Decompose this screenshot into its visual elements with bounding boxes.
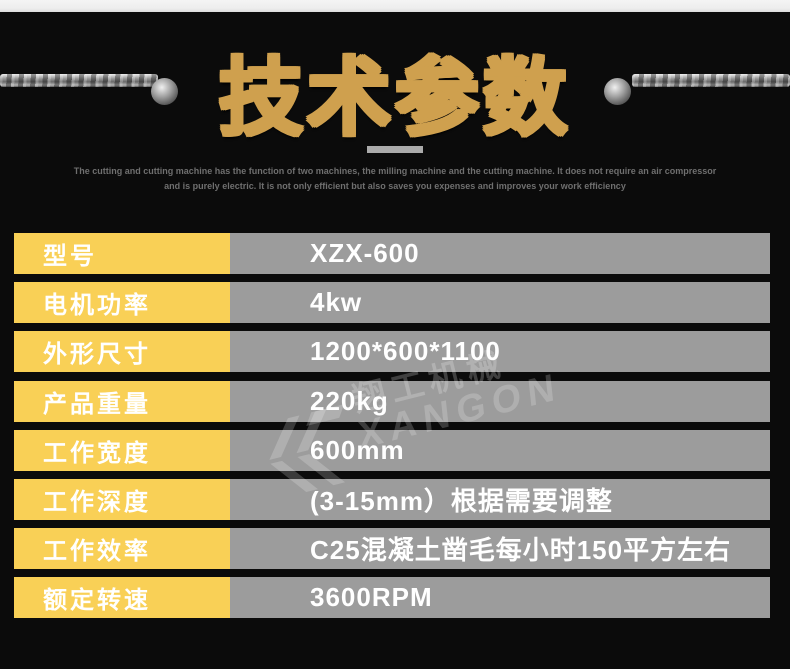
row-value: XZX-600 <box>230 233 770 274</box>
row-value: C25混凝土凿毛每小时150平方左右 <box>230 528 770 570</box>
row-label: 产品重量 <box>14 380 230 422</box>
row-label: 工作效率 <box>14 528 230 570</box>
table-row: 产品重量 220kg <box>14 380 770 422</box>
title-divider <box>367 146 423 153</box>
row-label: 型号 <box>14 233 230 274</box>
row-label: 电机功率 <box>14 282 230 324</box>
table-row: 额定转速 3600RPM <box>14 577 770 619</box>
row-label: 外形尺寸 <box>14 331 230 373</box>
row-label: 工作深度 <box>14 478 230 520</box>
description-line-1: The cutting and cutting machine has the … <box>73 166 717 176</box>
row-label: 额定转速 <box>14 577 230 619</box>
table-row: 型号 XZX-600 <box>14 233 770 274</box>
row-label: 工作宽度 <box>14 429 230 471</box>
row-value: 600mm <box>230 429 770 471</box>
description: The cutting and cutting machine has the … <box>0 164 790 194</box>
table-row: 外形尺寸 1200*600*1100 <box>14 331 770 373</box>
pipe-ornament-left-icon <box>0 74 158 87</box>
table-row: 工作深度 (3-15mm）根据需要调整 <box>14 478 770 520</box>
row-value: 220kg <box>230 380 770 422</box>
row-value: 1200*600*1100 <box>230 331 770 373</box>
pipe-ball-left-icon <box>151 78 178 105</box>
description-line-2: and is purely electric. It is not only e… <box>164 181 626 191</box>
pipe-ball-right-icon <box>604 78 631 105</box>
row-value: 4kw <box>230 282 770 324</box>
top-strip <box>0 0 790 12</box>
table-row: 电机功率 4kw <box>14 282 770 324</box>
row-value: (3-15mm）根据需要调整 <box>230 478 770 520</box>
table-row: 工作效率 C25混凝土凿毛每小时150平方左右 <box>14 528 770 570</box>
pipe-ornament-right-icon <box>632 74 790 87</box>
page-title: 技术参数 <box>0 48 790 148</box>
table-row: 工作宽度 600mm <box>14 429 770 471</box>
row-value: 3600RPM <box>230 577 770 619</box>
spec-table: 型号 XZX-600 电机功率 4kw 外形尺寸 1200*600*1100 产… <box>14 233 770 619</box>
